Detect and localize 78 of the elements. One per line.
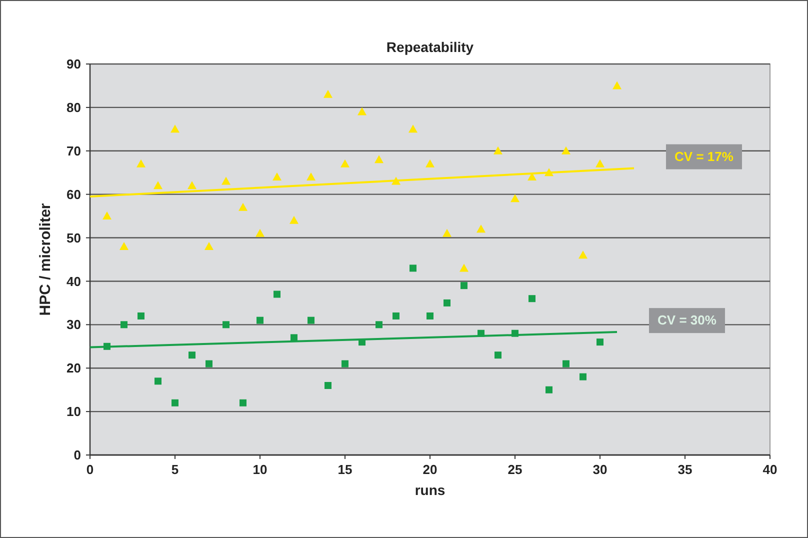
x-tick-label: 25 [508,462,522,477]
point [222,321,230,328]
point [120,321,128,328]
point [136,159,146,168]
point [562,146,570,154]
point [120,242,128,250]
point [580,373,586,380]
point [222,176,230,185]
annotation: CV = 30% [658,312,717,328]
x-tick-label: 5 [171,462,179,477]
point [442,228,452,237]
point [238,202,248,211]
point [290,334,298,342]
y-tick-label: 90 [66,56,81,72]
point [476,224,486,233]
y-tick-label: 30 [66,317,81,332]
point [612,81,622,90]
point [154,181,162,190]
point [324,90,332,98]
point [426,159,434,168]
x-tick-label: 0 [86,462,94,477]
point [408,124,418,133]
y-tick-label: 40 [66,274,81,289]
point [528,295,536,302]
point [596,338,604,346]
y-tick-label: 60 [66,186,81,202]
x-axis-title: runs [414,482,446,498]
y-tick-label: 70 [66,143,81,158]
point [138,312,144,320]
point [324,382,332,389]
point [272,172,282,180]
point [188,181,196,190]
point [410,264,416,272]
x-tick-label: 15 [338,462,352,477]
point [546,386,552,394]
point [204,242,214,250]
point [256,228,264,237]
y-tick-label: 80 [66,100,81,115]
point [426,312,434,320]
point [460,282,468,290]
point [206,360,212,368]
point [342,360,348,368]
point [578,250,588,259]
chart-title: Repeatability [386,39,474,55]
x-tick-label: 35 [678,462,692,477]
y-axis-title: HPC / microliter [37,203,54,316]
point [274,290,280,298]
annotation: CV = 17% [674,148,734,164]
point [154,378,162,385]
point [172,399,178,406]
point [102,212,112,220]
point [290,216,298,224]
point [308,316,314,324]
point [374,155,384,164]
point [240,399,246,406]
x-tick-label: 30 [592,462,608,477]
point [510,194,520,202]
x-tick-label: 20 [422,462,438,477]
point [596,159,604,168]
point [494,146,502,154]
point [340,159,350,168]
point [392,312,400,320]
y-tick-label: 0 [74,448,81,463]
y-tick-label: 10 [66,404,81,420]
point [256,316,264,324]
point [460,264,468,272]
point [358,107,366,116]
point [494,352,502,359]
y-tick-label: 20 [66,360,81,376]
point [188,352,196,359]
point [306,172,316,180]
point [170,124,180,133]
x-tick-label: 10 [252,462,268,477]
point [376,321,382,328]
y-tick-label: 50 [66,230,81,246]
point [444,299,450,306]
x-tick-label: 40 [762,462,778,477]
point [562,360,570,368]
